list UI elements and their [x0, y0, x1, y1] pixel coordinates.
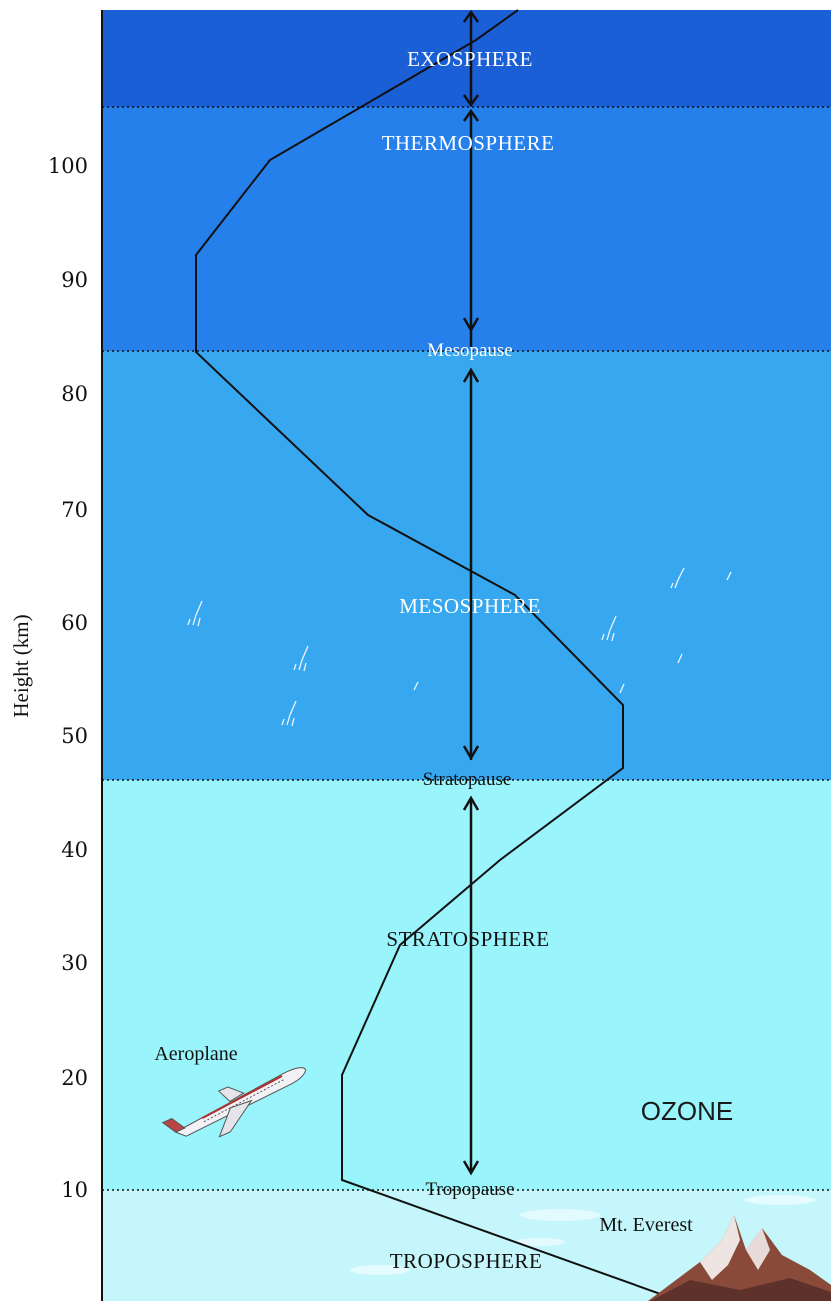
thermosphere-band — [102, 107, 831, 351]
everest-label: Mt. Everest — [599, 1214, 693, 1236]
ice-crystals — [187, 567, 732, 727]
aeroplane-label: Aeroplane — [154, 1043, 237, 1065]
tick-label: 100 — [48, 154, 88, 178]
stratosphere-band — [102, 780, 831, 1190]
tick-label: 30 — [61, 951, 88, 975]
y-axis-title: Height (km) — [9, 614, 33, 717]
thermosphere-label: THERMOSPHERE — [382, 131, 555, 155]
aeroplane-illustration — [161, 1067, 307, 1138]
tick-label: 10 — [61, 1178, 88, 1202]
mesopause-label: Mesopause — [427, 340, 512, 361]
tropopause-label: Tropopause — [425, 1179, 514, 1200]
tick-label: 70 — [61, 498, 88, 522]
exosphere-label: EXOSPHERE — [407, 47, 533, 71]
clouds — [350, 1195, 815, 1275]
exosphere-band — [102, 10, 831, 107]
layer-extent-arrows — [462, 9, 480, 1176]
tick-label: 20 — [61, 1066, 88, 1090]
temperature-profile-line — [195, 9, 681, 1301]
troposphere-label: TROPOSPHERE — [390, 1249, 543, 1273]
mesosphere-label: MESOSPHERE — [399, 594, 541, 618]
tick-label: 50 — [61, 724, 88, 748]
ozone-label: OZONE — [641, 1096, 733, 1126]
tick-label: 40 — [61, 838, 88, 862]
stratopause-label: Stratopause — [423, 769, 512, 790]
mesosphere-band — [102, 351, 831, 780]
tick-label: 80 — [61, 382, 88, 406]
tick-label: 60 — [61, 611, 88, 635]
y-axis-ticks: 100 90 80 70 60 50 40 30 20 10 — [48, 154, 88, 1202]
stratosphere-label: STRATOSPHERE — [386, 927, 549, 951]
mount-everest-illustration — [648, 1215, 831, 1301]
tick-label: 90 — [61, 268, 88, 292]
